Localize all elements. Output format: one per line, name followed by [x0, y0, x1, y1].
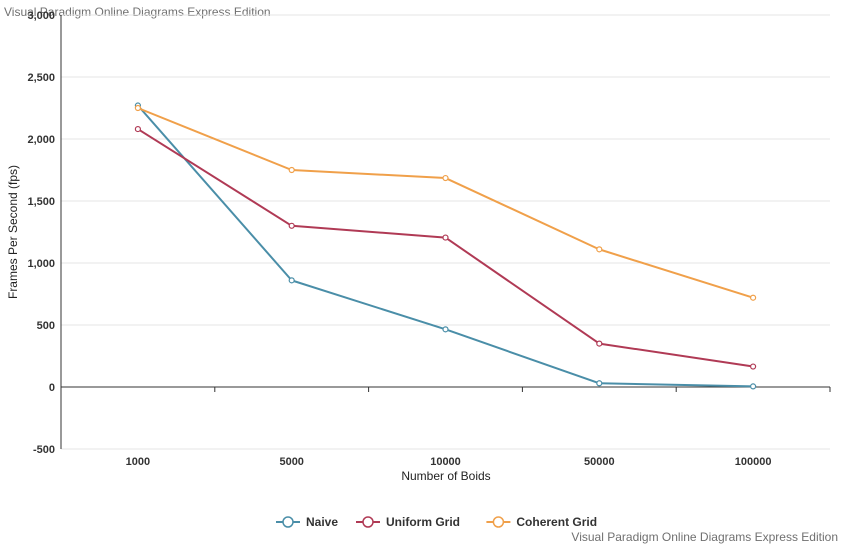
- data-point: [442, 174, 449, 182]
- y-axis-title: Frames Per Second (fps): [6, 165, 20, 299]
- y-tick-label: 1,000: [27, 258, 55, 270]
- data-point: [749, 383, 757, 390]
- data-point: [749, 294, 757, 301]
- series-line-2: [137, 107, 754, 299]
- data-point: [596, 340, 603, 347]
- y-tick-label: -500: [33, 444, 55, 456]
- data-point: [442, 326, 449, 333]
- x-tick-label: 1000: [126, 456, 150, 468]
- series-lines: [134, 102, 757, 390]
- legend-item-1[interactable]: Uniform Grid: [356, 515, 460, 529]
- data-point: [288, 277, 295, 284]
- legend-label: Uniform Grid: [386, 515, 460, 529]
- y-tick-label: 2,000: [27, 134, 55, 146]
- data-point: [596, 246, 603, 253]
- watermark-bottom: Visual Paradigm Online Diagrams Express …: [571, 530, 838, 544]
- x-axis-title: Number of Boids: [401, 469, 490, 483]
- data-point: [288, 222, 295, 229]
- x-tick-labels: 1000 5000 10000 50000 100000: [126, 456, 772, 468]
- data-point: [442, 234, 449, 241]
- y-tick-label: 500: [37, 320, 55, 332]
- data-point: [596, 380, 603, 387]
- x-tick-label: 100000: [735, 456, 772, 468]
- legend-item-2[interactable]: Coherent Grid: [486, 515, 597, 529]
- legend-swatch-marker: [492, 516, 505, 528]
- legend-swatch-marker: [282, 516, 294, 528]
- legend-label: Naive: [306, 515, 338, 529]
- data-point: [288, 166, 295, 174]
- y-tick-labels: 3,000 2,500 2,000 1,500 1,000 500 0 -500: [27, 10, 55, 456]
- legend[interactable]: Naive Uniform Grid Coherent Grid: [276, 515, 597, 529]
- legend-label: Coherent Grid: [516, 515, 597, 529]
- axes: [60, 15, 831, 449]
- data-point: [749, 363, 757, 370]
- y-tick-label: 0: [49, 382, 55, 394]
- gridlines: [61, 14, 830, 450]
- x-tick-label: 10000: [430, 456, 461, 468]
- series-line-0: [137, 104, 754, 388]
- legend-swatch-marker: [362, 516, 374, 528]
- y-tick-label: 1,500: [27, 196, 55, 208]
- y-tick-label: 3,000: [27, 10, 55, 22]
- legend-item-0[interactable]: Naive: [276, 515, 338, 529]
- x-tick-label: 50000: [584, 456, 615, 468]
- x-tick-label: 5000: [279, 456, 303, 468]
- data-point: [134, 104, 141, 112]
- data-point: [134, 125, 141, 133]
- y-tick-label: 2,500: [27, 72, 55, 84]
